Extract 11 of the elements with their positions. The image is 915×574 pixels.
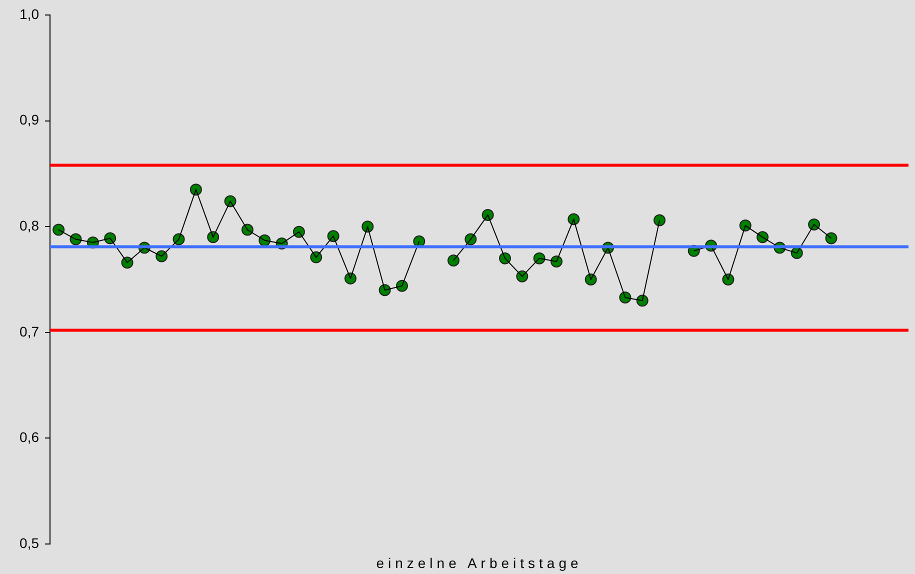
y-tick-label: 0,9 <box>20 112 40 128</box>
y-tick-label: 0,6 <box>20 429 40 446</box>
point <box>447 254 460 266</box>
x-axis-title: einzelne Arbeitstage <box>376 554 582 571</box>
y-tick-label: 0,8 <box>20 217 40 234</box>
point <box>52 224 65 236</box>
point <box>825 232 838 244</box>
y-tick-label: 0,5 <box>20 534 40 551</box>
y-tick-label: 0,7 <box>20 323 40 340</box>
point <box>654 214 666 226</box>
y-tick-label: 1,0 <box>20 6 40 22</box>
